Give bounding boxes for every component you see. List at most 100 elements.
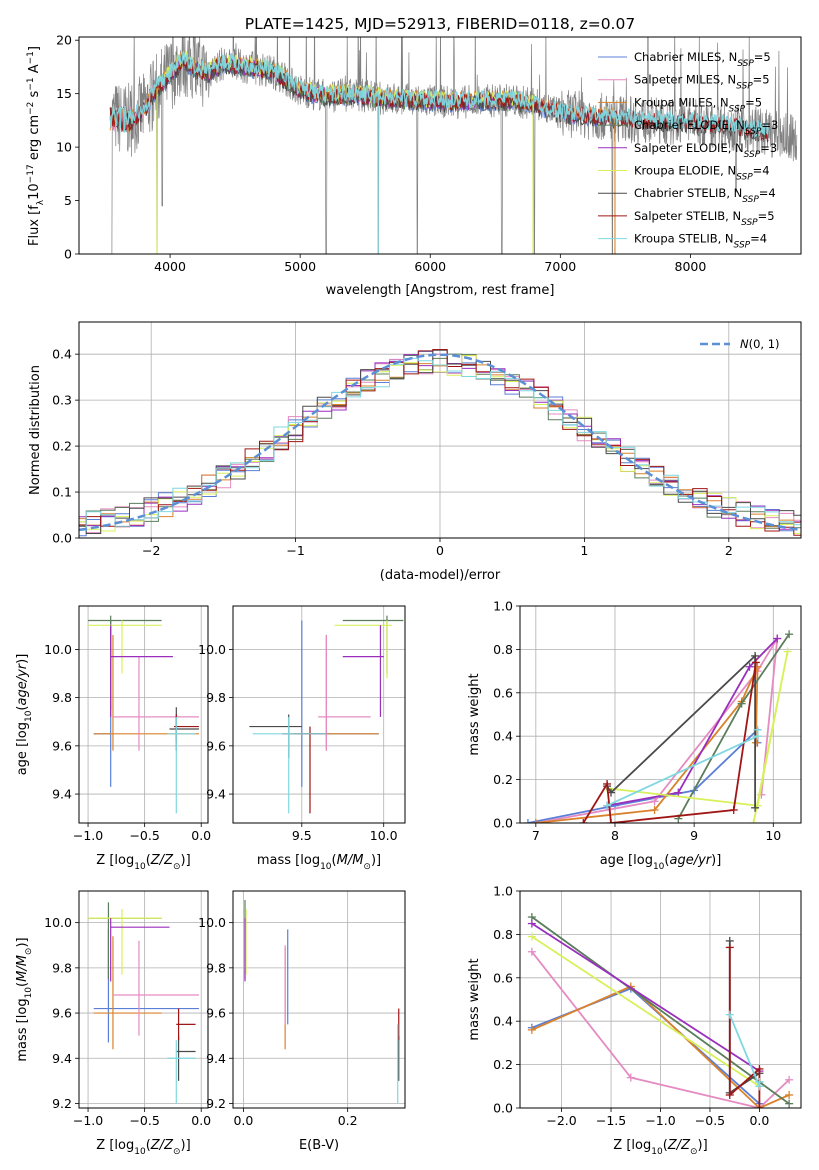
x-tick-label: −1.0 <box>73 1113 103 1128</box>
marker-salpeter-stelib <box>607 819 616 823</box>
x-tick-label: −1 <box>286 543 304 558</box>
y-axis-label: Normed distribution <box>28 365 43 495</box>
y-tick-label: 10.0 <box>198 915 226 930</box>
marker-salpeter-elodie <box>674 788 683 797</box>
errorbar-chabrier-stelib <box>169 707 199 751</box>
marker-salpeter-miles <box>626 1073 635 1082</box>
plot-spectrum: 4000 5000 6000 7000 8000 0 5 10 15 20 wavelength [… <box>26 33 802 298</box>
legend-label-gaussian: N(0, 1) <box>740 337 780 351</box>
errorbar-salpeter-miles <box>318 634 371 751</box>
y-tick-label: 0.3 <box>52 393 72 408</box>
marker-kroupa-miles <box>527 1025 536 1034</box>
legend-label: Chabrier STELIB, NSSP=4 <box>634 186 776 205</box>
x-axis-label: Z [log10(Z/Z⊙)] <box>613 1138 707 1157</box>
y-tick-label: 9.6 <box>206 738 226 753</box>
marker-salpeter-miles <box>650 797 659 806</box>
y-tick-label: 0.8 <box>493 642 513 657</box>
gaussian-reference-line <box>79 353 801 532</box>
marker-salpeter-elodie <box>527 919 536 928</box>
x-axis-label: (data-model)/error <box>380 568 501 583</box>
errorbar-kroupa-stelib <box>167 1040 196 1104</box>
errorbar-kroupa-stelib <box>167 716 196 814</box>
y-tick-label: 9.6 <box>52 1006 72 1021</box>
x-tick-label: −2 <box>142 543 160 558</box>
marker-chabrier-stelib <box>751 651 760 660</box>
marker-salpeter-stelib <box>579 819 588 823</box>
y-axis-label: age [log10(age/yr)] <box>15 654 34 776</box>
weight-line-kroupa-elodie <box>531 935 760 1088</box>
y-tick-label: 20 <box>56 33 72 48</box>
plot-mass-vs-EBV: 0.0 0.2 9.2 9.4 9.6 9.8 10.0 E(B-V) <box>198 890 406 1153</box>
axes-frame <box>519 890 802 1109</box>
y-tick-label: 9.8 <box>52 960 72 975</box>
plot-area <box>109 37 798 254</box>
plot-mass-vs-Z: −1.0 −0.5 0.0 9.2 9.4 9.6 9.8 10.0 Z [log10(Z/Z⊙… <box>15 890 211 1157</box>
marker-kroupa-miles <box>650 805 659 814</box>
x-tick-label: 9.5 <box>292 828 312 843</box>
x-tick-label: 1 <box>580 543 588 558</box>
y-axis-label: mass weight <box>467 673 482 755</box>
y-tick-label: 1.0 <box>493 884 513 899</box>
axes-frame <box>78 890 209 1109</box>
plot-area <box>88 615 199 814</box>
marker-kroupa-elodie <box>527 932 536 941</box>
y-tick-label: 15 <box>56 86 72 101</box>
marker-chabrier-elodie <box>737 699 746 708</box>
y-tick-label: 10 <box>56 140 72 155</box>
plot-age-vs-mass: 9.5 10.0 9.4 9.6 9.8 10.0 mass [log10(M/M⊙)] <box>198 605 406 872</box>
x-axis-label: Z [log10(Z/Z⊙)] <box>96 1138 190 1157</box>
y-tick-label: 9.6 <box>206 1006 226 1021</box>
histogram-chabrier-elodie <box>79 353 801 529</box>
errorbar-kroupa-miles <box>93 936 162 1050</box>
x-tick-label: 8000 <box>675 259 707 274</box>
y-tick-label: 9.4 <box>206 1051 226 1066</box>
x-tick-label: −1.5 <box>596 1113 626 1128</box>
model-line-kroupa-stelib <box>109 51 769 138</box>
errorbar-kroupa-elodie <box>88 620 162 674</box>
marker-salpeter-miles <box>527 947 536 956</box>
y-tick-label: 10.0 <box>44 642 72 657</box>
marker-kroupa-miles <box>785 1090 794 1099</box>
weight-line-chabrier-stelib <box>606 653 756 808</box>
errorbar-salpeter-elodie <box>110 918 170 982</box>
marker-salpeter-elodie <box>745 662 754 671</box>
x-axis-label: age [log10(age/yr)] <box>600 853 722 872</box>
errorbar-salpeter-elodie <box>342 625 384 717</box>
x-tick-label: −2.0 <box>546 1113 576 1128</box>
y-tick-label: 5 <box>64 193 72 208</box>
y-tick-label: 0.0 <box>493 816 513 831</box>
legend-label: Salpeter MILES, NSSP=5 <box>634 73 770 92</box>
y-tick-label: 0 <box>64 247 72 262</box>
plot-area <box>249 615 404 814</box>
x-tick-label: 0.0 <box>191 828 211 843</box>
legend: Chabrier MILES, NSSP=5 Salpeter MILES, NS… <box>598 50 778 251</box>
y-tick-label: 9.4 <box>206 787 226 802</box>
marker-chabrier-elodie <box>785 630 794 639</box>
legend-label: Chabrier MILES, NSSP=5 <box>634 50 771 69</box>
y-tick-label: 9.8 <box>206 690 226 705</box>
weight-line-salpeter-stelib <box>582 662 757 823</box>
plot-area <box>244 900 400 1104</box>
marker-salpeter-elodie <box>773 634 782 643</box>
histogram-kroupa-stelib <box>79 357 801 531</box>
weight-line-chabrier-miles <box>531 987 761 1105</box>
errorbar-salpeter-miles <box>112 656 199 751</box>
marker-kroupa-elodie <box>749 819 758 823</box>
marker-chabrier-elodie <box>785 1099 794 1108</box>
y-tick-label: 9.4 <box>52 787 72 802</box>
marker-chabrier-miles <box>523 819 532 823</box>
x-tick-label: 5000 <box>284 259 316 274</box>
marker-salpeter-miles <box>785 1075 794 1084</box>
axes-frame <box>78 36 802 255</box>
plot-area <box>523 630 794 823</box>
plot-area <box>88 902 199 1104</box>
axes-frame <box>232 890 406 1109</box>
y-tick-label: 0.2 <box>493 772 513 787</box>
y-tick-label: 0.2 <box>52 439 72 454</box>
axes-frame <box>519 605 802 824</box>
y-tick-label: 9.4 <box>52 1051 72 1066</box>
marker-kroupa-elodie <box>783 647 792 656</box>
weight-line-kroupa-elodie <box>606 651 789 823</box>
x-tick-label: 6000 <box>414 259 446 274</box>
axes-frame <box>78 321 802 539</box>
